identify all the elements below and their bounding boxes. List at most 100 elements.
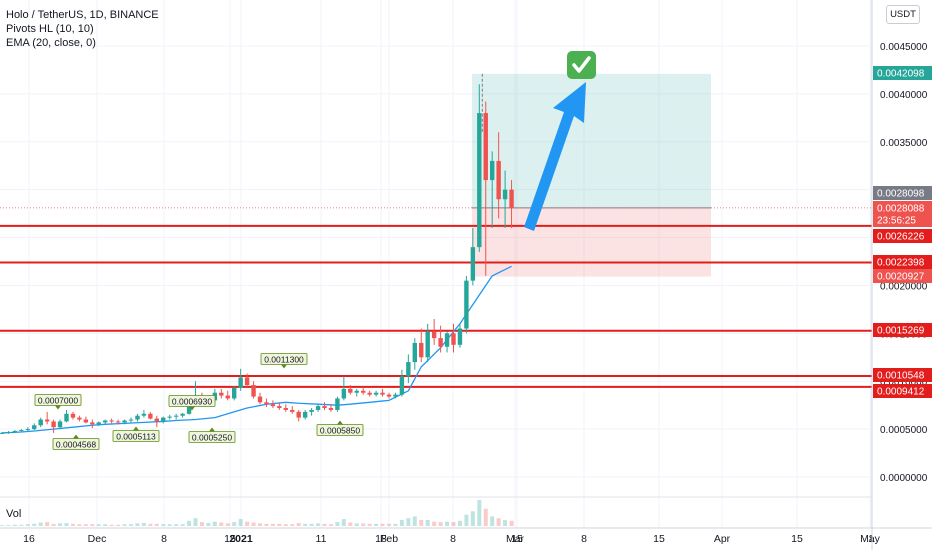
pivot-label-text: 0.0005850 [320,426,360,436]
price-axis-label: 0.0020927 [873,269,932,283]
candle-body [25,429,30,431]
volume-bar [212,521,217,526]
volume-bar [419,519,424,526]
candle-body [219,392,224,396]
candle [154,415,159,428]
volume-bar [174,524,179,526]
volume-bar [258,523,262,526]
up-arrow [524,82,586,231]
candle [232,386,237,401]
candle-body [96,422,101,425]
price-axis-label-bg [873,213,932,227]
annotation-arrow [524,51,596,231]
candle-body [32,425,37,430]
candle [219,388,224,399]
volume-bar [438,522,443,526]
volume-bar [496,518,501,526]
x-tick-label: 2021 [229,533,253,545]
volume-bar [25,524,30,526]
y-tick-label: 0.0010000 [880,377,928,388]
pivot-label: 0.0005113 [112,426,160,442]
volume-bar [70,523,75,526]
candle [64,409,69,423]
pivot-label-text: 0.0005250 [192,433,232,443]
candle [83,416,89,424]
candle [431,318,437,345]
candle [386,392,392,399]
volume-bar [348,522,353,526]
volume-bar [64,522,69,526]
candle [44,411,50,425]
volume-bar [470,511,475,526]
price-axis-label: 0.0026226 [873,229,932,243]
y-tick-label: 0.0000000 [880,473,928,484]
candle-body [309,409,314,412]
candle-body [373,392,379,395]
x-tick-label: 11 [316,533,327,545]
candle [490,151,495,228]
candle [283,404,288,412]
candle-body [64,413,69,422]
candle-body [109,420,114,422]
volume-bar [199,522,204,526]
legend-ema[interactable]: EMA (20, close, 0) [6,37,96,49]
candle [70,411,76,420]
x-tick-label: 16 [23,533,35,545]
candle-body [386,394,392,397]
candle-body [502,189,508,200]
candle-body [270,404,276,407]
candle [51,419,56,433]
candle-body [490,160,495,181]
candle-body [483,113,488,181]
candle-body [103,420,108,423]
price-axis-label: 0.0022398 [873,255,932,269]
candle-body [496,160,501,200]
candle [341,376,347,401]
volume-bar [374,523,379,526]
volume-bar [412,516,417,526]
candle-body [302,411,308,418]
candle [509,180,514,228]
volume-bar [19,524,24,526]
volume-bar [51,523,56,526]
pivot-label-text: 0.0007000 [38,396,78,406]
y-tick-label: 0.0035000 [880,138,928,149]
candle-body [367,392,372,395]
price-axis-label-bg [873,66,932,80]
price-axis-label-text: 0.0026226 [877,232,925,243]
price-axis-label: 0.0015269 [873,323,932,337]
price-axis-label-bg [873,229,932,243]
volume-bar [380,523,385,526]
candle [438,325,443,353]
candle [477,84,482,252]
volume-bar [103,524,108,526]
candle [470,227,476,286]
candle [464,275,469,334]
legend-title[interactable]: Holo / TetherUS, 1D, BINANCE [6,9,159,21]
candle [19,429,24,432]
candle [457,323,463,348]
x-tick-label: 8 [450,533,456,545]
candle [277,402,282,410]
candle [270,400,276,409]
volume-bar [77,524,82,526]
legend-pivots[interactable]: Pivots HL (10, 10) [6,23,94,35]
y-tick-label: 0.0005000 [880,425,928,436]
volume-bar [161,524,166,526]
candle [393,392,398,399]
volume-bar [141,522,146,526]
volume-bar [206,522,211,526]
candle [225,390,230,401]
candle-body [0,432,5,434]
pivot-pointer [281,364,287,369]
candle-body [444,333,450,347]
candle-body [115,421,121,423]
volume-legend[interactable]: Vol [6,508,22,520]
candle [328,404,334,412]
volume-bar [148,523,153,526]
volume-bar [503,519,508,526]
currency-button[interactable]: USDT [886,5,920,24]
candle [32,423,37,431]
candle-body [431,331,437,339]
